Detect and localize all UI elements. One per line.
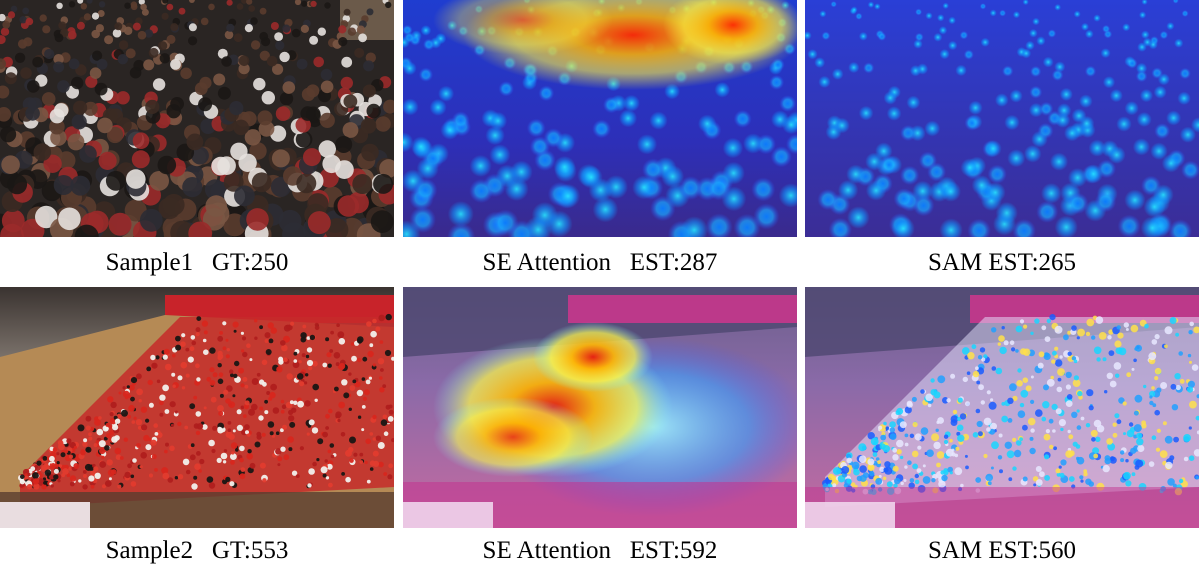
caption-se-attention-2: SE Attention EST:592 (482, 537, 718, 564)
sample2-stadium-photo (0, 287, 394, 528)
caption-se-attention-1: SE Attention EST:287 (482, 249, 718, 276)
sample1-sam-heatmap (805, 0, 1199, 237)
sample2-se-attention-heatmap (403, 287, 797, 528)
caption-sam-2: SAM EST:560 (927, 537, 1077, 564)
caption-sam-1: SAM EST:265 (927, 249, 1077, 276)
sample1-crowd-photo (0, 0, 394, 237)
sample2-sam-heatmap (805, 287, 1199, 528)
caption-sample2: Sample2 GT:553 (105, 537, 289, 564)
sample1-se-attention-heatmap (403, 0, 797, 237)
caption-sample1: Sample1 GT:250 (105, 249, 289, 276)
